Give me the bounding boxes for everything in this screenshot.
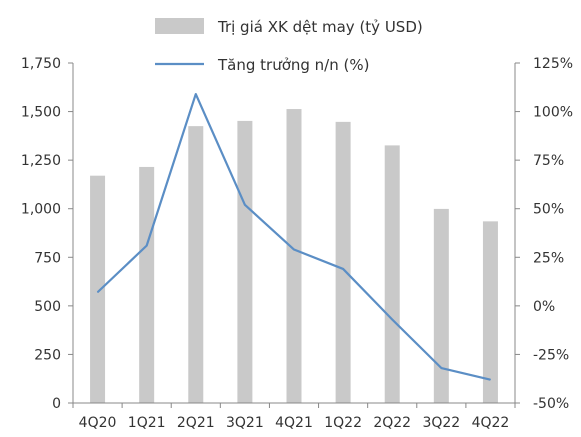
legend-line-label: Tăng trưởng n/n (%) <box>217 56 369 74</box>
legend: Trị giá XK dệt may (tỷ USD) Tăng trưởng … <box>155 18 423 74</box>
growth-point-1q21 <box>146 245 148 247</box>
y-right-tick-label: 75% <box>533 153 564 169</box>
growth-point-3q21 <box>244 204 246 206</box>
x-tick-label-3q21: 3Q21 <box>226 415 264 431</box>
y-left-tick-label: 1,250 <box>21 153 61 169</box>
growth-point-2q22 <box>391 318 393 320</box>
legend-bar-label: Trị giá XK dệt may (tỷ USD) <box>217 18 423 36</box>
growth-point-2q21 <box>195 93 197 95</box>
y-left-tick-label: 750 <box>34 250 61 266</box>
bar-1q22 <box>335 121 351 404</box>
x-tick-label-1q21: 1Q21 <box>128 415 166 431</box>
y-right-tick-label: 50% <box>533 202 564 218</box>
y-left-tick-label: 500 <box>34 299 61 315</box>
bar-3q22 <box>433 208 449 403</box>
x-tick-label-1q22: 1Q22 <box>324 415 362 431</box>
bar-2q22 <box>384 145 400 403</box>
bar-4q22 <box>482 221 498 403</box>
y-right-tick-label: 100% <box>533 105 573 121</box>
y-right-tick-label: 125% <box>533 56 573 72</box>
growth-point-4q21 <box>293 249 295 251</box>
growth-point-4q20 <box>97 291 99 293</box>
y-right-tick-label: 0% <box>533 299 555 315</box>
y-left-tick-label: 1,500 <box>21 105 61 121</box>
y-right-tick-label: 25% <box>533 250 564 266</box>
bar-2q21 <box>188 126 204 404</box>
growth-point-4q22 <box>489 379 491 381</box>
y-left-tick-label: 250 <box>34 347 61 363</box>
y-right-tick-label: -25% <box>533 347 569 363</box>
x-tick-label-3q22: 3Q22 <box>422 415 460 431</box>
growth-point-3q22 <box>440 367 442 369</box>
y-left-tick-label: 0 <box>52 396 61 412</box>
bar-4q20 <box>90 175 106 403</box>
legend-bar-swatch <box>155 18 204 34</box>
y-right-tick-label: -50% <box>533 396 569 412</box>
growth-point-1q22 <box>342 268 344 270</box>
plot-area: 0 250 500 750 1,000 1,250 1,500 1,750 -50% -25% 0%… <box>21 56 573 431</box>
y-left-tick-label: 1,000 <box>21 202 61 218</box>
x-tick-label-2q22: 2Q22 <box>373 415 411 431</box>
bar-4q21 <box>286 109 302 403</box>
x-tick-label-4q20: 4Q20 <box>79 415 117 431</box>
y-left-tick-label: 1,750 <box>21 56 61 72</box>
bar-3q21 <box>237 120 253 403</box>
bar-1q21 <box>139 166 155 403</box>
x-tick-label-4q21: 4Q21 <box>275 415 313 431</box>
x-tick-label-4q22: 4Q22 <box>472 415 510 431</box>
x-tick-label-2q21: 2Q21 <box>177 415 215 431</box>
